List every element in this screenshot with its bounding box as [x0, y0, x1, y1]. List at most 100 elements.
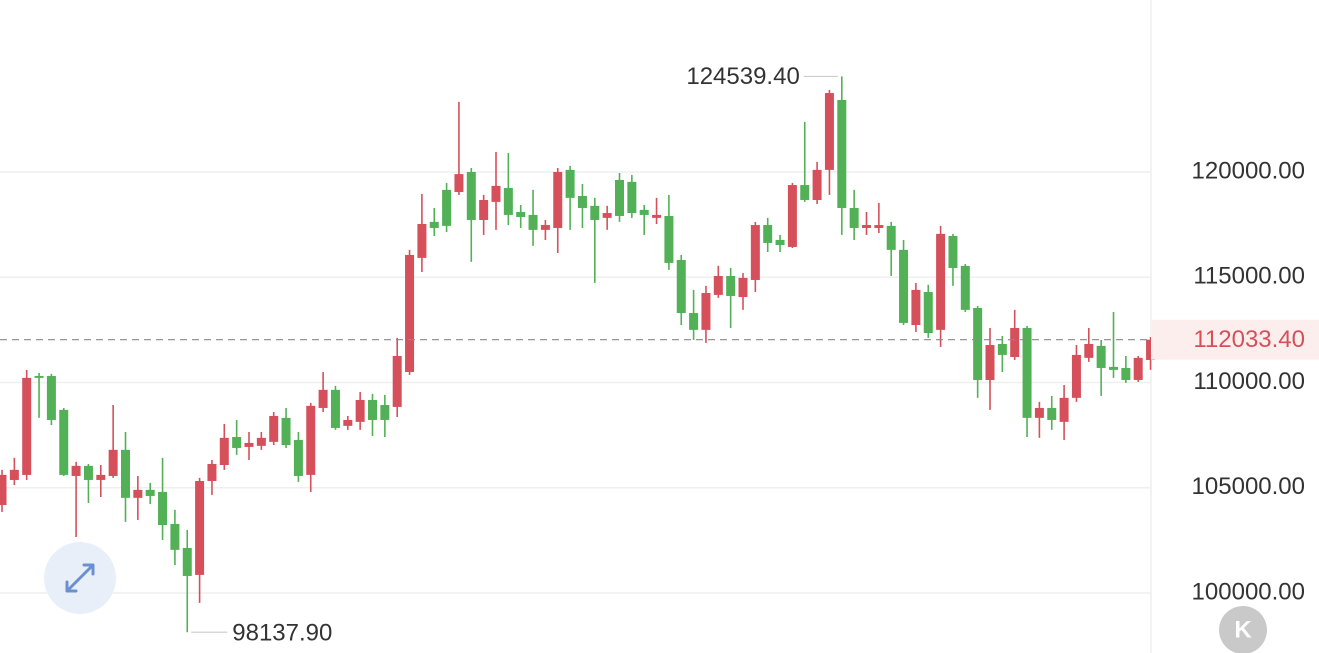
- candle-body: [368, 399, 377, 420]
- candle-body: [973, 307, 983, 380]
- candle-body: [590, 205, 600, 220]
- y-tick-label: 105000.00: [1192, 473, 1305, 500]
- candle-body: [553, 171, 563, 228]
- candle-body: [800, 185, 810, 200]
- candle-body: [1010, 327, 1020, 358]
- candle-body: [948, 235, 958, 268]
- candle-body: [232, 437, 242, 448]
- expand-button[interactable]: [44, 542, 116, 614]
- y-tick-label: 100000.00: [1192, 578, 1305, 605]
- candle-body: [812, 169, 822, 200]
- candle-body: [911, 289, 921, 326]
- candle-body: [306, 405, 316, 475]
- min-label: 98137.90: [232, 620, 332, 647]
- candle-body: [145, 489, 155, 496]
- candle-body: [380, 405, 390, 420]
- candle-body: [1084, 343, 1094, 358]
- expand-icon[interactable]: [65, 563, 95, 593]
- candle-body: [355, 399, 365, 422]
- candle-body: [293, 439, 303, 476]
- candle-body: [886, 225, 896, 250]
- y-tick-label: 120000.00: [1192, 157, 1305, 184]
- candle-body: [738, 277, 748, 298]
- candle-body: [1096, 345, 1106, 368]
- kline-button[interactable]: K: [1219, 606, 1267, 653]
- candle-body: [158, 491, 168, 526]
- candle-body: [34, 375, 44, 378]
- candle-body: [664, 215, 674, 263]
- candle-body: [429, 221, 439, 228]
- candle-body: [615, 179, 624, 216]
- candle-body: [417, 223, 427, 258]
- candle-body: [627, 181, 637, 214]
- candle-body: [763, 225, 773, 243]
- candle-body: [59, 409, 69, 475]
- candle-body: [726, 275, 736, 296]
- candles: [0, 76, 1156, 633]
- candle-body: [96, 474, 106, 480]
- candle-body: [318, 389, 328, 408]
- candle-body: [491, 185, 501, 202]
- candle-body: [466, 171, 476, 220]
- candle-body: [849, 207, 859, 228]
- candle-body: [71, 465, 81, 476]
- y-tick-label: 110000.00: [1193, 368, 1305, 395]
- candle-body: [442, 189, 452, 226]
- candle-body: [516, 211, 526, 218]
- candle-body: [1133, 357, 1143, 380]
- candle-body: [22, 377, 32, 475]
- candle-body: [652, 214, 662, 218]
- candle-body: [750, 225, 760, 280]
- candle-body: [936, 233, 946, 330]
- candle-body: [960, 265, 970, 310]
- candle-body: [392, 355, 402, 407]
- candle-body: [454, 174, 464, 192]
- candle-body: [133, 489, 143, 498]
- last-price-tag: [1151, 319, 1319, 360]
- candle-body: [899, 249, 909, 323]
- candle-body: [405, 254, 415, 372]
- kline-button-bg[interactable]: [1219, 606, 1267, 653]
- candle-body: [1146, 339, 1156, 360]
- candle-body: [0, 474, 7, 506]
- candle-body: [639, 209, 649, 215]
- candle-body: [689, 313, 699, 330]
- candle-body: [602, 213, 612, 218]
- max-label: 124539.40: [686, 63, 799, 90]
- candle-body: [701, 293, 711, 330]
- candle-body: [874, 225, 884, 228]
- candle-body: [1071, 354, 1081, 398]
- candle-body: [244, 442, 254, 447]
- candle-body: [565, 169, 575, 198]
- candle-body: [9, 469, 19, 480]
- candle-body: [837, 99, 847, 208]
- candle-body: [121, 449, 130, 498]
- candle-body: [862, 225, 871, 228]
- candle-body: [108, 449, 118, 476]
- last-price-label: 112033.40: [1193, 326, 1305, 353]
- candle-body: [676, 259, 686, 314]
- candle-body: [219, 437, 229, 466]
- candle-body: [182, 547, 192, 576]
- candle-body: [824, 93, 834, 170]
- candle-body: [923, 291, 933, 334]
- candle-body: [1109, 366, 1118, 370]
- candle-body: [997, 343, 1007, 355]
- candle-body: [1022, 327, 1032, 418]
- candle-body: [985, 345, 995, 380]
- candle-body: [269, 415, 279, 442]
- kline-button-label[interactable]: K: [1234, 616, 1252, 643]
- candle-body: [577, 195, 587, 208]
- candle-body: [528, 214, 538, 230]
- candle-body: [1034, 407, 1044, 418]
- candle-body: [46, 375, 56, 420]
- candle-body: [256, 437, 266, 446]
- candle-body: [195, 481, 205, 575]
- candle-body: [207, 463, 217, 482]
- candle-body: [170, 523, 180, 550]
- candle-body: [1059, 397, 1069, 422]
- candle-body: [540, 225, 550, 230]
- candle-body: [775, 239, 785, 246]
